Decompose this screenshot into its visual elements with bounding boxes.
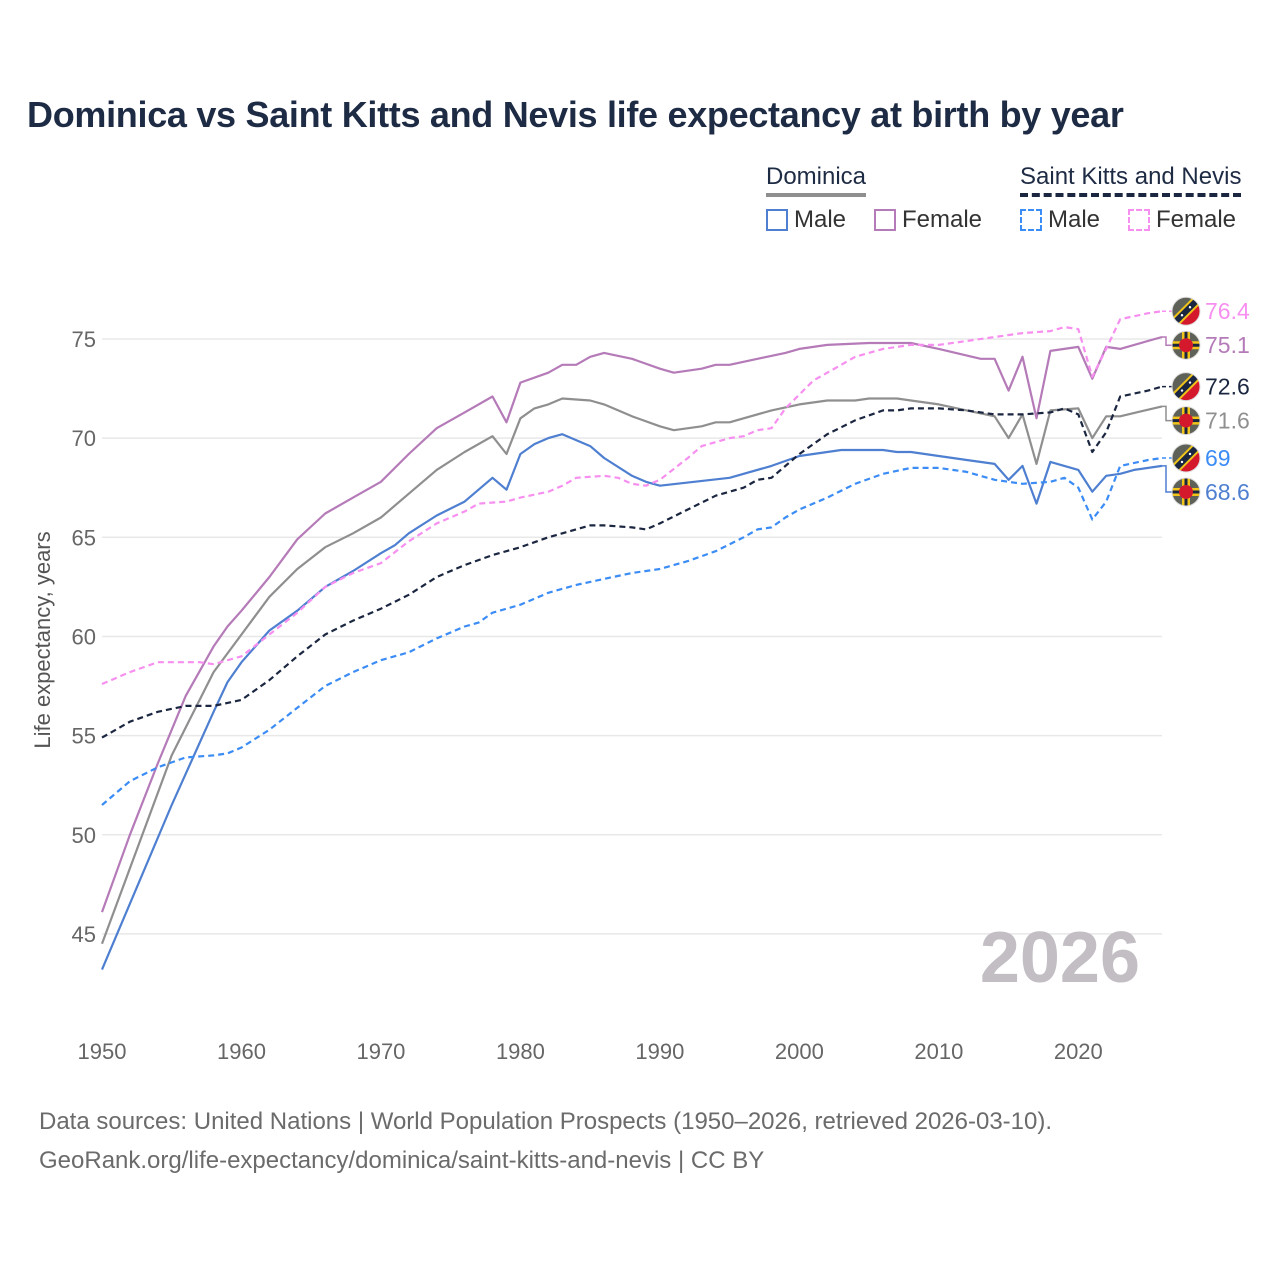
legend-group-dominica: Dominica (766, 163, 867, 197)
y-tick-label: 70 (72, 426, 96, 451)
x-tick-label: 1960 (217, 1039, 266, 1064)
x-tick-label: 1970 (356, 1039, 405, 1064)
y-tick-label: 65 (72, 525, 96, 550)
label-connector (1162, 465, 1172, 493)
end-label-dominica-male: 68.6 (1162, 465, 1250, 507)
x-tick-label: 1990 (635, 1039, 684, 1064)
label-connector (1162, 405, 1172, 422)
line-chart: 45 50 55 60 65 70 75 1950 1960 1970 1980 1990 2000 20… (30, 296, 1250, 1064)
dominica-flag-icon (1171, 330, 1201, 360)
y-axis-label: Life expectancy, years (30, 531, 55, 748)
footer-link[interactable]: GeoRank.org/life-expectancy/dominica/sai… (39, 1147, 765, 1174)
legend-item-skn-male[interactable]: Male (1020, 206, 1100, 234)
dominica-flag-icon (1171, 406, 1201, 436)
saint-kitts-flag-icon (1171, 372, 1201, 402)
dominica-flag-icon (1171, 477, 1201, 507)
series-line-saint-kitts-and-nevis-male (101, 456, 1163, 806)
saint-kitts-flag-icon (1171, 296, 1201, 326)
series-line-dominica-total (100, 397, 1163, 945)
legend-group-skn: Saint Kitts and Nevis (1020, 163, 1242, 197)
end-label-saint-kitts-and-nevis-female: 76.4 (1162, 296, 1250, 326)
y-tick-label: 50 (72, 823, 96, 848)
series-line-dominica-male (100, 433, 1163, 971)
footer-sources: Data sources: United Nations | World Pop… (39, 1108, 1053, 1135)
end-label-dominica-female: 75.1 (1162, 330, 1250, 360)
end-value-label: 69 (1205, 445, 1231, 471)
end-label-saint-kitts-and-nevis-male: 69 (1162, 443, 1231, 473)
x-tick-label: 2020 (1054, 1039, 1103, 1064)
y-tick-label: 60 (72, 624, 96, 649)
legend-swatch (766, 209, 788, 231)
end-value-label: 76.4 (1205, 298, 1250, 324)
legend-item-dominica-female[interactable]: Female (874, 206, 982, 234)
legend-swatch (1020, 209, 1042, 231)
x-tick-label: 2000 (775, 1039, 824, 1064)
legend-swatch (874, 209, 896, 231)
series-line-saint-kitts-and-nevis-female (101, 310, 1163, 686)
y-tick-label: 75 (72, 327, 96, 352)
x-tick-label: 1980 (496, 1039, 545, 1064)
legend-label: Male (1048, 206, 1101, 233)
year-watermark: 2026 (980, 918, 1140, 998)
legend-label: Male (794, 206, 847, 233)
legend-item-skn-female[interactable]: Female (1128, 206, 1236, 234)
end-value-label: 72.6 (1205, 374, 1250, 400)
y-tick-label: 45 (72, 922, 96, 947)
end-value-label: 71.6 (1205, 408, 1250, 434)
y-tick-label: 55 (72, 724, 96, 749)
end-value-label: 68.6 (1205, 479, 1250, 505)
legend-swatch (1128, 209, 1150, 231)
series-line-dominica-female (100, 335, 1163, 913)
end-label-dominica-total: 71.6 (1162, 405, 1250, 436)
saint-kitts-flag-icon (1171, 443, 1201, 473)
end-label-saint-kitts-and-nevis-total: 72.6 (1162, 372, 1250, 402)
end-value-label: 75.1 (1205, 332, 1250, 358)
legend-item-dominica-male[interactable]: Male (766, 206, 846, 234)
label-connector (1162, 336, 1172, 346)
series-line-saint-kitts-and-nevis-total (101, 385, 1163, 739)
legend-label: Female (1156, 206, 1237, 233)
x-tick-label: 2010 (914, 1039, 963, 1064)
chart-title: Dominica vs Saint Kitts and Nevis life e… (27, 94, 1124, 135)
x-tick-label: 1950 (78, 1039, 127, 1064)
legend-label: Female (902, 206, 983, 233)
